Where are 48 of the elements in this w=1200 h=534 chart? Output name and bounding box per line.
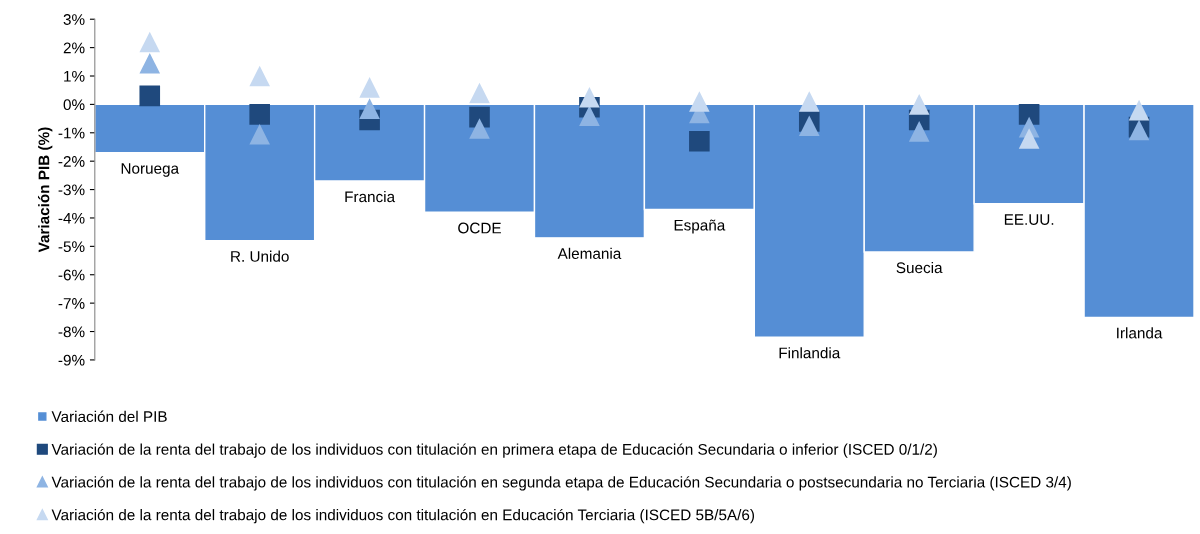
point <box>359 77 380 98</box>
point <box>249 123 270 145</box>
x-tick-label: Noruega <box>121 163 180 177</box>
y-tick-label: -8% <box>58 326 85 338</box>
point <box>908 94 930 115</box>
x-tick-label: España <box>674 219 726 234</box>
point <box>908 121 930 142</box>
point <box>359 98 380 119</box>
y-tick-label: -1% <box>58 127 85 139</box>
y-tick-label: -3% <box>58 184 85 196</box>
point <box>139 85 161 107</box>
y-tick-label: -2% <box>58 156 85 167</box>
point <box>1018 104 1040 125</box>
y-tick-label: -7% <box>58 298 85 309</box>
x-tick-label: Finlandia <box>779 347 841 359</box>
point <box>798 91 820 112</box>
legend-label: Variación de la renta del trabajo de los individuos con titulación en segunda etapa de Educación Secundaria o postsecundaria no Terciaria (ISCED 3/4) <box>51 476 1071 491</box>
legend-label: Variación de la renta del trabajo de los individuos con titulación en primera etapa de Educación Secundaria o inferior (ISCED 0/1/2) <box>51 443 937 458</box>
x-tick-label: Suecia <box>896 261 943 274</box>
x-tick-label: Francia <box>345 190 396 203</box>
x-tick-label: Alemania <box>557 247 622 259</box>
point <box>249 65 270 87</box>
point <box>469 118 490 139</box>
y-tick-label: 2% <box>63 42 85 54</box>
point <box>579 105 600 127</box>
y-tick-label: -6% <box>58 269 85 281</box>
y-tick-label: -4% <box>58 212 85 224</box>
y-tick-label: -9% <box>58 354 85 366</box>
point <box>1018 128 1040 149</box>
y-tick-label: 3% <box>63 14 85 25</box>
point <box>139 52 161 74</box>
point <box>139 31 161 53</box>
legend-label: Variación de la renta del trabajo de los individuos con titulación en Educación Terciaria (ISCED 5B/5A/6) <box>51 508 755 524</box>
x-tick-label: Irlanda <box>1117 327 1163 339</box>
point <box>1128 99 1150 121</box>
x-tick-label: OCDE <box>458 222 501 234</box>
point <box>249 104 270 125</box>
point <box>579 87 600 108</box>
x-tick-label: EE.UU. <box>1004 214 1054 225</box>
y-tick-label: -5% <box>58 241 85 253</box>
point <box>469 82 490 104</box>
x-tick-label: R. Unido <box>231 250 289 262</box>
y-tick-label: 0% <box>63 99 85 111</box>
y-axis-title: Variación PIB (%) <box>37 127 53 253</box>
legend-label: Variación del PIB <box>51 410 167 423</box>
point <box>689 131 710 152</box>
y-tick-label: 1% <box>64 70 85 82</box>
point <box>689 91 710 112</box>
